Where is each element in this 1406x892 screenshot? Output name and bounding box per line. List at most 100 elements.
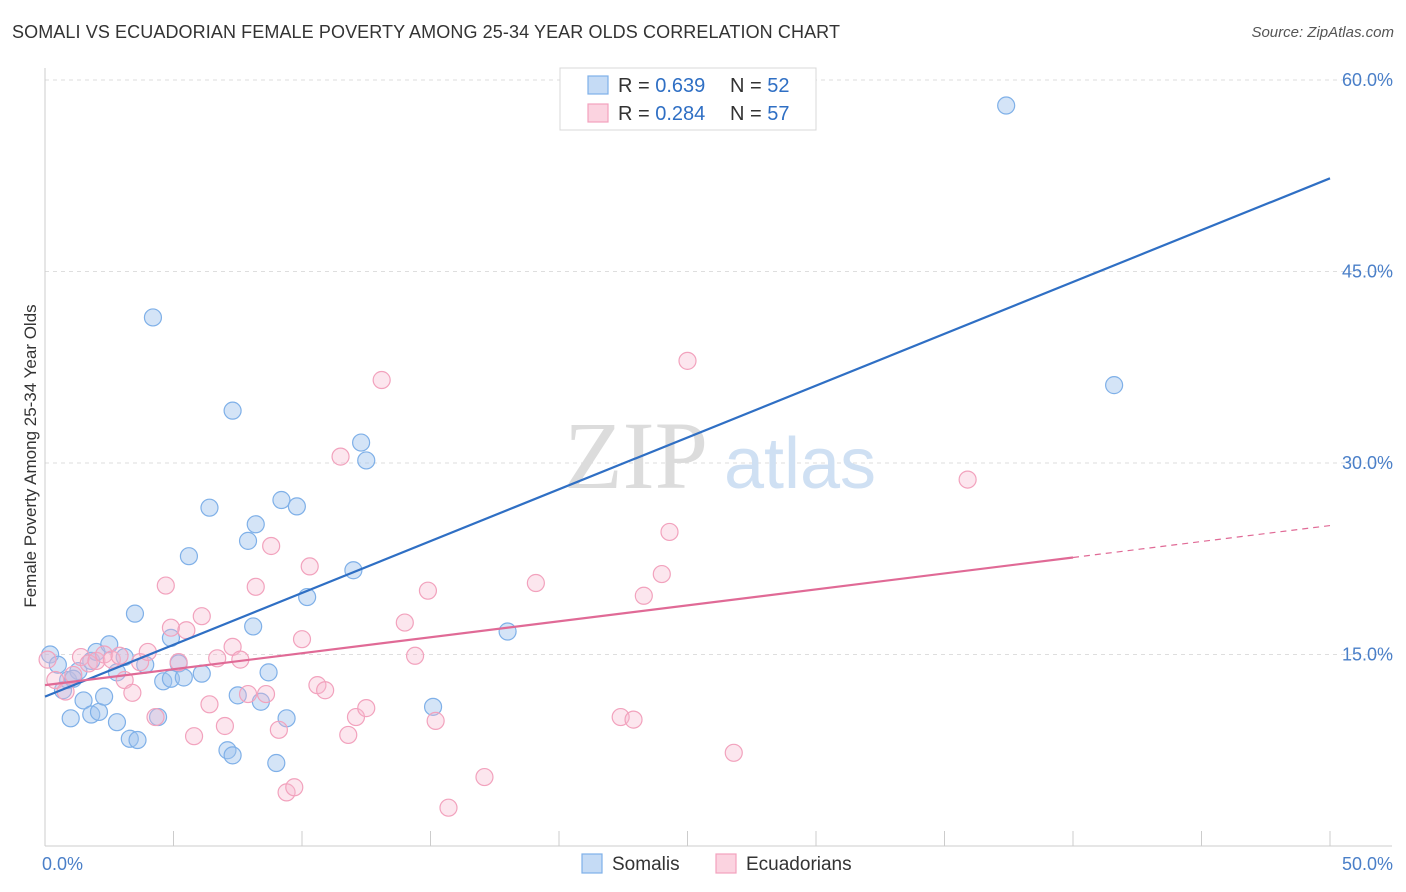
ecuadorian-point — [426, 711, 445, 730]
ecuadorian-point — [339, 725, 358, 745]
somali-point — [120, 729, 139, 748]
somali-point — [218, 741, 237, 760]
ecuadorian-point — [418, 581, 438, 600]
somali-point — [272, 490, 291, 510]
bottom-swatch-somalis — [581, 853, 603, 874]
somali-point — [107, 713, 127, 732]
ecuadorian-point — [724, 743, 743, 762]
ecuadorian-point — [300, 557, 319, 576]
ecuadorian-point — [634, 586, 653, 605]
ecuadorian-point — [256, 684, 276, 704]
somali-point — [498, 622, 517, 641]
somalis-points — [41, 96, 1124, 773]
somali-point — [1105, 376, 1124, 395]
legend-r-value-1: 0.639 — [655, 75, 705, 97]
ecuadorian-point — [331, 447, 350, 466]
bottom-label-somalis: Somalis — [612, 854, 680, 875]
ecuadorian-point — [357, 699, 376, 718]
somali-point — [357, 451, 376, 470]
somali-point — [997, 96, 1016, 115]
ecuadorian-point — [169, 653, 188, 672]
ecuadorian-point — [64, 665, 83, 685]
source-label: Source: ZipAtlas.com — [1251, 24, 1394, 41]
bottom-legend: Somalis Ecuadorians — [581, 853, 852, 875]
ecuadorian-point — [146, 707, 165, 727]
ecuadorian-point — [395, 613, 414, 632]
y-tick-label-60: 60.0% — [1342, 70, 1393, 90]
bottom-swatch-ecuadorians — [715, 853, 737, 874]
ecuadorian-point — [192, 607, 211, 626]
somali-point — [352, 433, 371, 452]
somali-point — [95, 687, 114, 706]
watermark-zip: ZIP — [564, 402, 708, 509]
watermark-atlas: atlas — [724, 424, 876, 504]
y-tick-label-15: 15.0% — [1342, 645, 1393, 665]
y-tick-label-45: 45.0% — [1342, 262, 1393, 282]
watermark: ZIP atlas — [564, 402, 876, 509]
svg-text:R = 0.284: R = 0.284 — [618, 103, 705, 125]
ecuadorian-point — [316, 681, 335, 700]
somali-point — [48, 655, 67, 674]
somali-point — [179, 547, 199, 566]
ecuadorian-point — [184, 727, 204, 746]
legend-r-label-1: R = — [618, 75, 655, 97]
ecuadorian-point — [526, 573, 545, 593]
ecuadorian-point — [156, 576, 175, 595]
legend-r-label-2: R = — [618, 103, 655, 125]
ecuadorian-point — [958, 470, 977, 489]
somali-point — [259, 663, 278, 682]
somali-point — [267, 753, 286, 773]
x-tick-label-min: 0.0% — [42, 854, 83, 874]
somali-point — [125, 604, 145, 623]
somali-point — [223, 401, 242, 420]
x-tick-label-max: 50.0% — [1342, 854, 1393, 874]
ecuadorian-point — [439, 798, 458, 817]
ecuadorian-point — [285, 778, 304, 797]
svg-text:N = 52: N = 52 — [730, 75, 790, 97]
chart-title: SOMALI VS ECUADORIAN FEMALE POVERTY AMON… — [12, 22, 841, 42]
ecuadorian-point — [246, 577, 265, 596]
somali-point — [287, 497, 306, 516]
x-tick-labels: 0.0% 50.0% — [42, 854, 1393, 874]
somali-point — [192, 664, 211, 683]
ecuadorians-points — [38, 351, 977, 817]
somali-point — [128, 730, 147, 750]
legend-n-value-1: 52 — [767, 75, 789, 97]
somali-point — [246, 515, 265, 534]
somali-point — [41, 645, 60, 664]
y-tick-label-30: 30.0% — [1342, 453, 1393, 473]
somali-point — [238, 531, 258, 550]
ecuadorian-point — [624, 710, 643, 729]
somali-point — [223, 746, 242, 765]
somali-point — [100, 635, 119, 654]
ecuadorian-point — [652, 564, 671, 584]
legend-swatch-somalis — [587, 75, 609, 95]
bottom-label-ecuadorians: Ecuadorians — [746, 854, 852, 875]
ecuadorian-point — [110, 646, 129, 665]
ecuadorian-point — [215, 716, 234, 736]
ecuadorian-point — [123, 683, 142, 702]
ecuadorian-point — [269, 720, 288, 739]
legend-n-value-2: 57 — [767, 103, 789, 125]
legend-swatch-ecuadorians — [587, 103, 609, 123]
ecuadorian-point — [262, 536, 281, 556]
ecuadorian-point — [38, 650, 57, 669]
somali-point — [61, 709, 80, 728]
somali-point — [423, 697, 443, 716]
axes — [44, 68, 1392, 847]
legend-r-value-2: 0.284 — [655, 103, 705, 125]
ecuadorians-trend-line — [44, 556, 1074, 687]
somali-point — [244, 617, 263, 636]
legend-n-label-1: N = — [730, 75, 767, 97]
ecuadorian-point — [678, 351, 697, 370]
somalis-trend-line — [44, 177, 1331, 698]
y-axis-title: Female Poverty Among 25-34 Year Olds — [21, 304, 40, 607]
ecuadorian-point — [200, 695, 219, 714]
legend-n-label-2: N = — [730, 103, 767, 125]
ecuadorian-point — [292, 630, 312, 649]
somali-point — [143, 308, 163, 327]
somali-point — [89, 702, 109, 722]
ecuadorians-trend-extension — [1072, 524, 1331, 559]
ecuadorian-point — [372, 370, 391, 390]
